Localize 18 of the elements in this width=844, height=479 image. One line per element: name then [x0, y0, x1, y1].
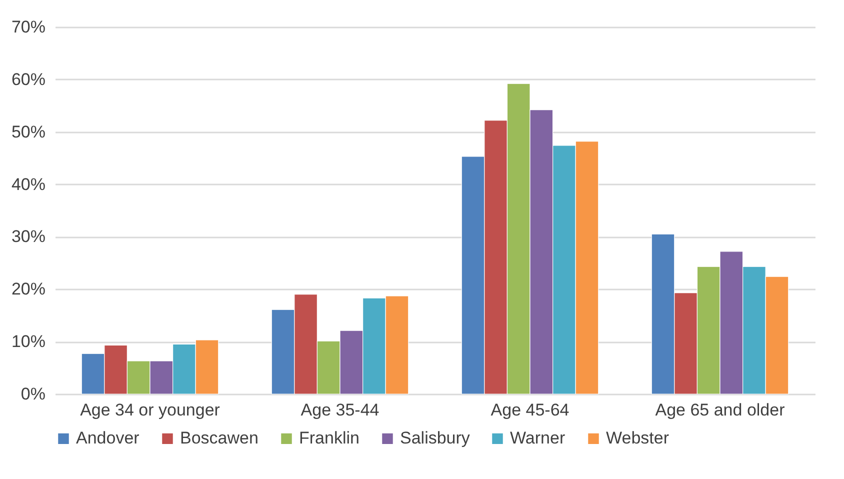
x-tick-label: Age 45-64 [490, 400, 570, 420]
y-tick-label: 60% [11, 70, 46, 89]
legend-label: Andover [76, 428, 140, 448]
y-tick-label: 50% [11, 122, 46, 142]
x-tick-label: Age 34 or younger [80, 400, 220, 420]
legend-label: Boscawen [180, 428, 258, 448]
y-tick-label: 20% [11, 280, 46, 299]
x-tick-label: Age 65 and older [655, 400, 786, 420]
legend-label: Warner [510, 428, 566, 448]
x-tick-label: Age 35-44 [300, 400, 380, 420]
y-tick-label: 40% [11, 174, 46, 194]
legend-label: Salisbury [400, 428, 470, 448]
y-tick-label: 30% [11, 227, 46, 246]
y-tick-label: 0% [20, 384, 46, 404]
y-tick-label: 70% [11, 18, 46, 36]
legend-label: Franklin [299, 428, 360, 448]
y-tick-label: 10% [11, 332, 46, 352]
legend-label: Webster [606, 428, 670, 448]
